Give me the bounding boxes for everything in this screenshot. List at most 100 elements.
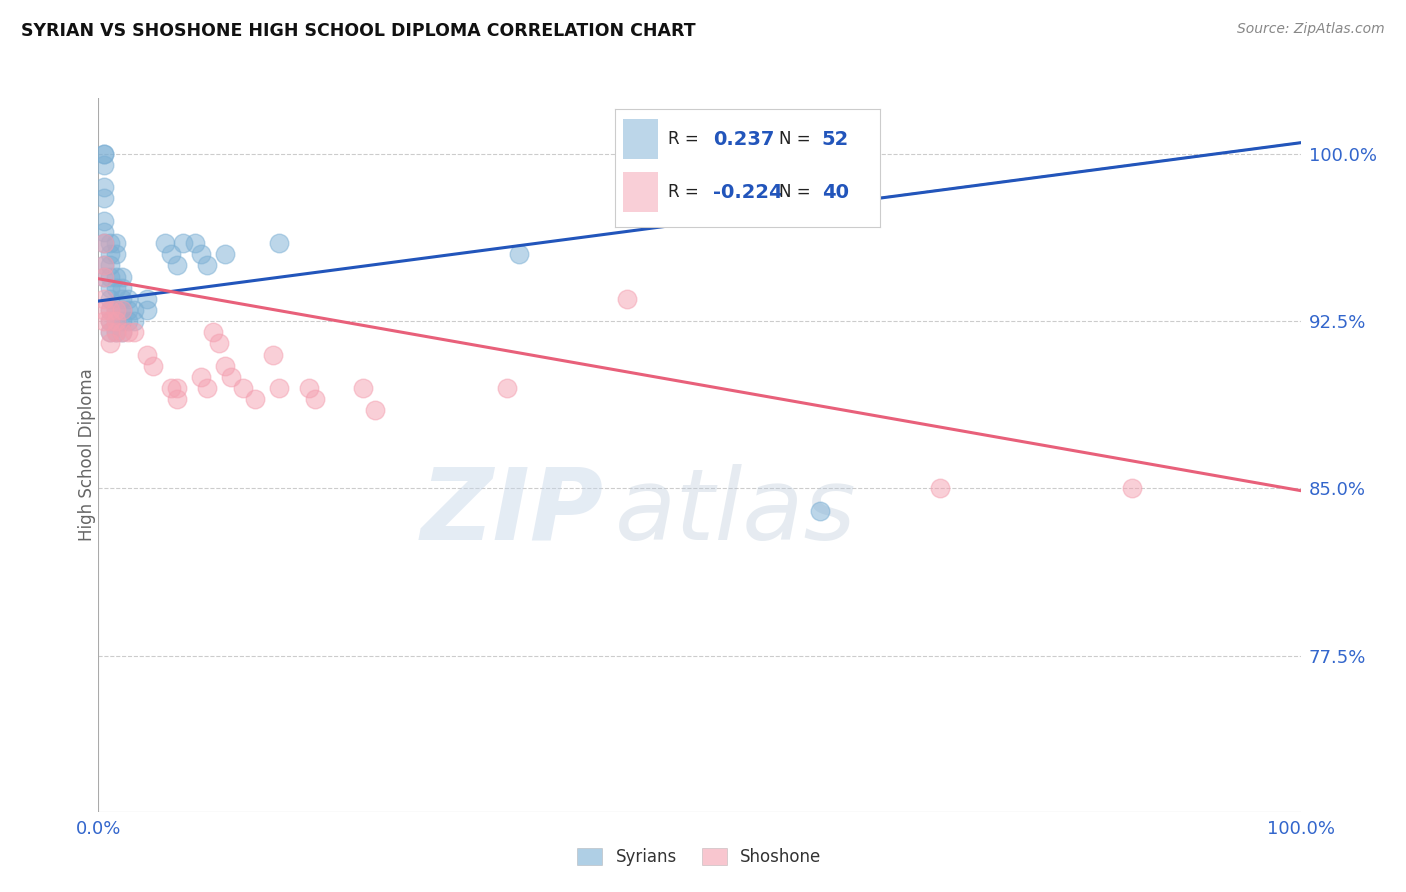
Legend: Syrians, Shoshone: Syrians, Shoshone — [569, 840, 830, 875]
Point — [1121, 481, 1143, 495]
Point — [304, 392, 326, 406]
Point — [100, 280, 122, 294]
Point — [214, 247, 236, 261]
Point — [183, 235, 205, 250]
Text: N =: N = — [779, 184, 811, 202]
Point — [111, 314, 134, 328]
Point — [111, 280, 134, 294]
Point — [352, 381, 374, 395]
Point — [195, 381, 218, 395]
Point — [111, 292, 134, 306]
Y-axis label: High School Diploma: High School Diploma — [79, 368, 96, 541]
Point — [117, 292, 139, 306]
Point — [93, 314, 115, 328]
Point — [93, 146, 115, 161]
Point — [496, 381, 519, 395]
Point — [100, 325, 122, 339]
Point — [100, 292, 122, 306]
Point — [124, 314, 146, 328]
Point — [135, 347, 157, 361]
Point — [93, 158, 115, 172]
Point — [100, 314, 122, 328]
Point — [105, 302, 128, 317]
Point — [100, 314, 122, 328]
Point — [508, 247, 530, 261]
Point — [364, 403, 387, 417]
Text: SYRIAN VS SHOSHONE HIGH SCHOOL DIPLOMA CORRELATION CHART: SYRIAN VS SHOSHONE HIGH SCHOOL DIPLOMA C… — [21, 22, 696, 40]
Text: R =: R = — [668, 130, 699, 148]
Point — [93, 302, 115, 317]
Text: 52: 52 — [821, 130, 849, 149]
Point — [153, 235, 176, 250]
Point — [105, 269, 128, 284]
Point — [190, 247, 212, 261]
Point — [100, 235, 122, 250]
Point — [93, 225, 115, 239]
Point — [93, 258, 115, 272]
Point — [159, 381, 181, 395]
Point — [111, 302, 134, 317]
Text: Source: ZipAtlas.com: Source: ZipAtlas.com — [1237, 22, 1385, 37]
Point — [93, 213, 115, 227]
Point — [135, 302, 157, 317]
Point — [208, 336, 231, 351]
Point — [298, 381, 321, 395]
Point — [232, 381, 254, 395]
Point — [928, 481, 950, 495]
Point — [100, 258, 122, 272]
Text: N =: N = — [779, 130, 811, 148]
Point — [190, 369, 212, 384]
Text: 0.237: 0.237 — [713, 130, 775, 149]
Point — [93, 235, 115, 250]
Text: 40: 40 — [821, 183, 849, 202]
Point — [105, 302, 128, 317]
Point — [100, 336, 122, 351]
Point — [93, 235, 115, 250]
Point — [93, 191, 115, 205]
Point — [93, 146, 115, 161]
Point — [105, 314, 128, 328]
Point — [243, 392, 266, 406]
Point — [117, 325, 139, 339]
Text: -0.224: -0.224 — [713, 183, 783, 202]
Point — [616, 292, 638, 306]
Point — [214, 359, 236, 373]
Point — [124, 302, 146, 317]
Point — [111, 325, 134, 339]
Bar — [623, 172, 658, 212]
Point — [100, 247, 122, 261]
Point — [117, 302, 139, 317]
Point — [93, 269, 115, 284]
Point — [141, 359, 163, 373]
Point — [111, 325, 134, 339]
Point — [100, 302, 122, 317]
Point — [195, 258, 218, 272]
Point — [105, 325, 128, 339]
Point — [808, 503, 831, 517]
Point — [166, 392, 188, 406]
Point — [105, 314, 128, 328]
Point — [737, 158, 759, 172]
Point — [219, 369, 242, 384]
Point — [135, 292, 157, 306]
Point — [100, 302, 122, 317]
Point — [100, 325, 122, 339]
Point — [166, 381, 188, 395]
Point — [93, 258, 115, 272]
Point — [267, 235, 290, 250]
Point — [111, 269, 134, 284]
Text: R =: R = — [668, 184, 699, 202]
Text: atlas: atlas — [616, 464, 858, 560]
Point — [93, 292, 115, 306]
Point — [267, 381, 290, 395]
Point — [172, 235, 194, 250]
Point — [166, 258, 188, 272]
Point — [105, 325, 128, 339]
Point — [93, 180, 115, 194]
Point — [100, 269, 122, 284]
Point — [93, 269, 115, 284]
Point — [105, 280, 128, 294]
Bar — [623, 120, 658, 160]
Point — [111, 302, 134, 317]
Point — [105, 235, 128, 250]
